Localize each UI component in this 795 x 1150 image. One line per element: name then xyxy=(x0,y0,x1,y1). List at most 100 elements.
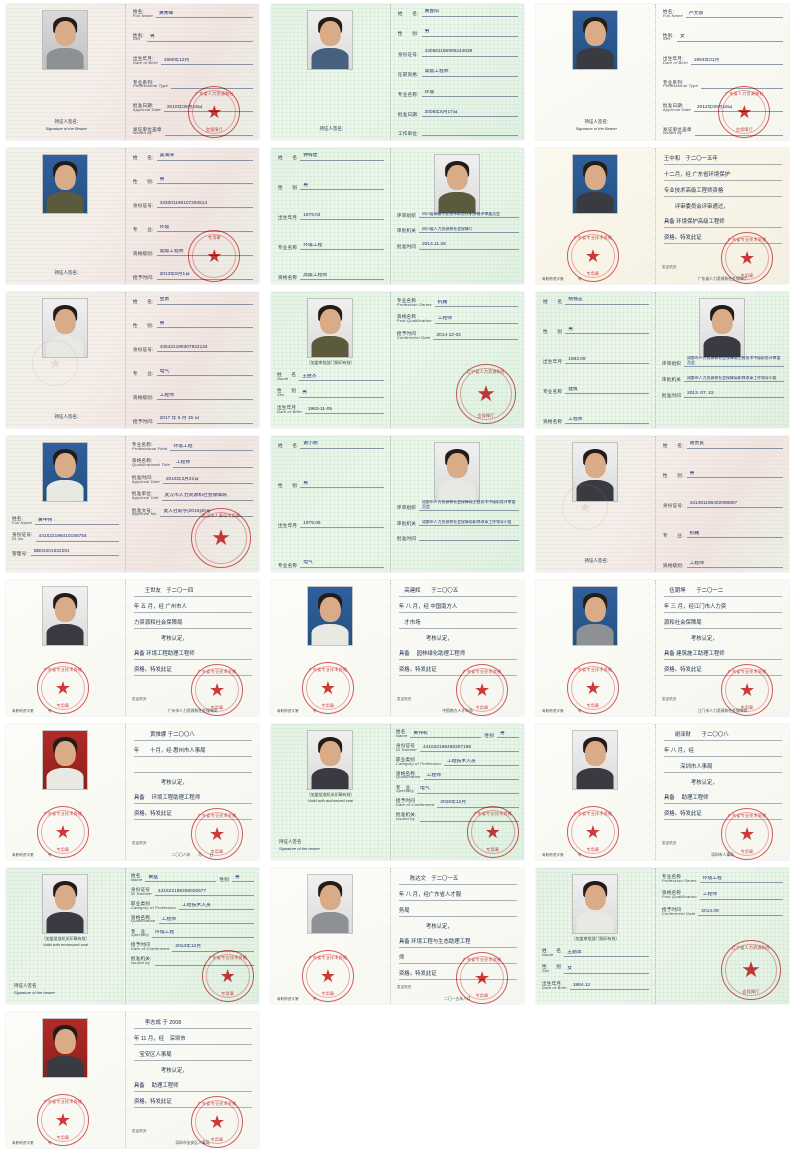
certificate-cell-cert-22: 广东省专业技术资格 专用章 ★ 粤职称资字第 号 李志成 于 2008 年 11 月，经… xyxy=(0,1008,265,1150)
certificate-cert-20[interactable]: 广东省专业技术资格 专用章 ★ 粤职称资字第 号 陈达文 于二〇一五年 八 月，经广东… xyxy=(271,868,524,1004)
seal-top-text: 广东省专业技术资格 xyxy=(308,667,348,672)
field-value-2: 男 xyxy=(497,731,519,739)
issue-date-text: 中国南方人才市场 xyxy=(442,709,473,713)
cert-field: 出生年月 Date of Birth 1983-11-05 xyxy=(277,405,384,415)
field-value xyxy=(421,130,518,136)
certificate-text-pane: 黄惟娜 于二〇〇八年 十月，经 惠州市人事局 考核认定， 具备 环境工程助理工程师… xyxy=(124,724,259,860)
certificate-cert-12[interactable]: 持证人签名: ★ 姓 名: 谢贵良性 别: 男身份证号: 4414811984020988… xyxy=(536,436,789,572)
issue-number-text: 粤职称资字第 号 xyxy=(542,709,582,713)
seal-inner-ring xyxy=(195,812,240,856)
certificate-cert-17[interactable]: （加盖批准机关印章有效） Valid with authorized seal 持证… xyxy=(271,724,524,860)
field-list: 姓 名杨锦志性 别男出生年月 1983.09 专业名称 建筑 资格名称 工程师 xyxy=(543,297,649,424)
field-label-cn: 姓名: xyxy=(662,9,674,14)
certificate-fields-pane: 姓名: Full Name 严文蓉 性别: Sex 女出生年月: Date of Birth… xyxy=(654,4,789,140)
cert-field: 姓 名: 吴海涛 xyxy=(133,153,253,161)
certificate-cell-cert-04: 持证人签名: 姓 名: 吴海涛性 别: 男身份证号: 43300119810729451… xyxy=(0,144,265,288)
certificate-cert-08[interactable]: （加盖审批部门钢印有效）姓 名 Name 王胜杰性 别 Sex 男出生年月 Date of… xyxy=(271,292,524,428)
portrait-photo xyxy=(42,154,89,214)
approval-time-value: 2014.11.28 xyxy=(419,242,519,250)
field-value: 工程技术人员 xyxy=(444,759,519,767)
cert-field: 专业名称 建筑 xyxy=(543,387,649,395)
certificate-fields-pane: 姓 名: 黄春阳性 别: 男身份证号: 430681196909244639 任职资格:… xyxy=(389,4,524,140)
portrait-photo xyxy=(307,874,354,934)
cert-field: 性 别: 男 xyxy=(398,29,518,37)
award-line: 师 xyxy=(398,954,517,964)
cert-field: 出生年月: Date of Birth 1980年12月 xyxy=(132,56,253,66)
field-label-cn: 性 别 xyxy=(543,329,563,335)
certificate-cert-05[interactable]: 姓 名钟辉煌性 别男出生年月 1979.04 专业名称 环境工程 资格名称 高级工程师 评审… xyxy=(271,148,524,284)
field-label-cn: 批准机关: xyxy=(130,956,152,962)
cert-field: 身份证号: ID No. 441622198410156754 xyxy=(12,532,119,542)
cert-field: 任职资格: 高级工程师 xyxy=(398,69,518,77)
field-label-stack: 授予时间 Conferment Date xyxy=(397,331,430,340)
field-label-stack: 姓名 Name xyxy=(396,729,407,738)
field-label-en: Approval No. xyxy=(131,511,158,517)
certificate-cert-22[interactable]: 广东省专业技术资格 专用章 ★ 粤职称资字第 号 李志成 于 2008 年 11 月，经… xyxy=(6,1012,259,1148)
field-label-cn: 专业名称 xyxy=(396,298,417,303)
certificate-cert-02[interactable]: 持证人签名: 姓 名: 黄春阳性 别: 男身份证号: 43068119690924463… xyxy=(271,4,524,140)
award-line: 年 八 月，经 xyxy=(663,747,782,757)
seal-bottom-text: 专用章 xyxy=(586,271,600,276)
photo-face xyxy=(447,452,468,479)
field-label-en: Approval Date xyxy=(132,106,161,112)
field-label-en: Full Name xyxy=(132,12,153,18)
cert-field: 出生年月 1979.06 xyxy=(278,521,384,529)
certificate-fields-pane: 姓名 Name 黄猛 性别男身份证号 ID Number 4416221983060266… xyxy=(124,868,259,1004)
cert-field: 资格名称 Post Qualification 工程师 xyxy=(397,314,518,324)
certificate-fields-pane: 姓 名: 吴海涛性 别: 男身份证号: 433001198107294514 专 业: 环… xyxy=(124,148,259,284)
certificate-cert-14[interactable]: 广东省专业技术资格 专用章 ★ 粤职称资字第 号 高建辉 于二〇〇五年 八 月，经 中… xyxy=(271,580,524,716)
emboss-star: ★ xyxy=(48,354,62,371)
field-value: 441481198402098897 xyxy=(686,501,783,509)
cert-field: 身份证号 ID Number 441622198306026677 xyxy=(131,887,254,897)
portrait-photo xyxy=(572,874,619,934)
certificate-text-pane: 王世友 于二〇一四年 五 月，经 广州市人 力资源和社会保障局 考核认定， 具备 环… xyxy=(124,580,259,716)
field-label-cn: 专业名称 xyxy=(278,562,298,568)
seal-inner-ring xyxy=(192,234,237,278)
field-label-stack: 性 别 Sex xyxy=(542,964,561,973)
certificate-fields-pane: 姓 名: 谢贵良性 别: 男身份证号: 441481198402098897 专 业: 机… xyxy=(654,436,789,572)
certificate-cert-03[interactable]: 持证人签名: Signature of the Bearer 姓名: Full Nam… xyxy=(536,4,789,140)
certificate-cert-04[interactable]: 持证人签名: 姓 名: 吴海涛性 别: 男身份证号: 43300119810729451… xyxy=(6,148,259,284)
cert-field: 资格名称 工程师 xyxy=(543,417,649,424)
field-value: 高级工程师 xyxy=(421,69,518,77)
approval-organization: 审批机关 成都市人力资源和社会保障局职称改革工作领导小组 xyxy=(662,376,784,382)
photo-torso xyxy=(311,912,349,933)
certificate-cert-18[interactable]: 广东省专业技术资格 专用章 ★ 粤职称资字第 号 谢泽财 于二〇〇八年 八 月，经 深… xyxy=(536,724,789,860)
award-line: 具备 环境工程助理工程师 xyxy=(133,794,252,804)
field-value: 王胜杰 xyxy=(299,374,384,382)
cert-field: 资格名称 Post Qualification 工程师 xyxy=(662,890,783,900)
field-value: 机械 xyxy=(686,531,783,539)
field-label-cn: 授予时间: xyxy=(132,274,154,280)
certificate-cert-11[interactable]: 姓 名谢小明性 别男出生年月 1979.06 专业名称 电气 评审组织 成都市人力资源和社… xyxy=(271,436,524,572)
field-label-en: ID No. xyxy=(12,536,25,542)
field-label-en: Qualification xyxy=(395,774,421,780)
award-line: 具备 环境保护高级工程师 xyxy=(663,218,782,228)
certificate-cert-19[interactable]: （加盖批准机关印章有效） Valid with embossed seal 持证人签… xyxy=(6,868,259,1004)
certificate-cert-13[interactable]: 广东省专业技术资格 专用章 ★ 粤职称资字第 号 王世友 于二〇一四年 五 月，经 广… xyxy=(6,580,259,716)
cert-field: 批准日期: 2008年5月17日 xyxy=(398,110,518,118)
bearer-signature: 持证人签名: Signature of the Bearer xyxy=(14,119,119,132)
field-label-en: Issued by xyxy=(132,130,152,136)
field-value: 环境工程 xyxy=(300,243,384,251)
certificate-cert-07[interactable]: 持证人签名: ★ 姓 名: 金勇性 别: 男身份证号: 43042219930782213… xyxy=(6,292,259,428)
certificate-cert-21[interactable]: （加盖审批部门钢印有效）姓 名 Name 王丽萍性 别 Sex 女出生年月 Date of… xyxy=(536,868,789,1004)
field-label-cn: 专业名称 xyxy=(543,388,563,394)
certificate-cert-09[interactable]: 姓 名杨锦志性 别男出生年月 1983.09 专业名称 建筑 资格名称 工程师 评审组织 成都… xyxy=(536,292,789,428)
field-label-en: Sex xyxy=(132,36,141,42)
field-label-stack: 专业名称 Profession Series xyxy=(397,298,432,307)
seal-top-text: 广东省专业技术资格 xyxy=(462,957,502,962)
field-value-2: 男 xyxy=(232,875,254,883)
certificate-photo-pane: 持证人签名: ★ xyxy=(6,292,125,428)
certificate-cert-16[interactable]: 广东省专业技术资格 专用章 ★ 粤职称资字第 号 黄惟娜 于二〇〇八年 十月，经 惠州… xyxy=(6,724,259,860)
official-seal: 广东省专业技术资格 专用章 ★ xyxy=(721,232,774,284)
certificate-cert-01[interactable]: 持证人签名: Signature of the Bearer 姓名: Full Nam… xyxy=(6,4,259,140)
certificate-cert-15[interactable]: 广东省专业技术资格 专用章 ★ 粤职称资字第 号 伍朝坤 于二〇一二年 三 月，经江门… xyxy=(536,580,789,716)
field-value: 吴海涛 xyxy=(156,153,253,161)
award-line: 黄惟娜 于二〇〇八 xyxy=(133,731,252,741)
field-label-cn: 出生年月: xyxy=(132,56,154,62)
portrait-photo xyxy=(434,442,481,502)
field-value: 男 xyxy=(300,183,384,191)
seal-top-text: 广东省专业技术资格 xyxy=(573,667,613,672)
certificate-cert-06[interactable]: 广东省专业技术资格 专用章 ★ 粤职称资字第 号王中和 于二〇一五年 十二月，经 广东省… xyxy=(536,148,789,284)
certificate-cert-10[interactable]: 姓名: Full Name 黄中伟 身份证号: ID No. 44162219841015… xyxy=(6,436,259,572)
